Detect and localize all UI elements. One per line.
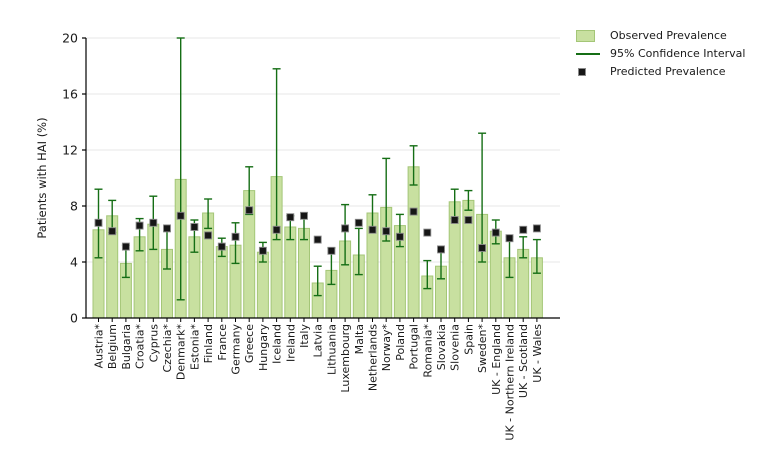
- legend-label-ci: 95% Confidence Interval: [610, 47, 746, 60]
- y-tick-label: 20: [62, 31, 78, 46]
- legend-item-ci: 95% Confidence Interval: [576, 45, 766, 62]
- predicted-marker-Netherlands: [368, 225, 377, 234]
- predicted-marker-Poland: [395, 232, 404, 241]
- x-tick-label: France: [216, 324, 229, 361]
- predicted-marker-Sweden*: [478, 244, 487, 252]
- y-tick-label: 4: [70, 255, 78, 270]
- x-tick-label: Bulgaria: [120, 324, 133, 370]
- bar-UK - Scotland: [517, 248, 530, 319]
- y-tick-label: 12: [62, 143, 78, 158]
- observed-prevalence-swatch-icon: [576, 29, 595, 42]
- x-tick-label: UK - Scotland: [517, 324, 530, 398]
- x-tick-label: Iceland: [271, 324, 284, 364]
- confidence-interval-line-icon: [576, 52, 600, 55]
- x-tick-label: Malta: [353, 324, 366, 354]
- predicted-marker-Czechia*: [163, 224, 171, 233]
- x-tick-label: Denmark*: [175, 324, 188, 381]
- x-tick-label: Cyprus: [147, 324, 160, 363]
- predicted-marker-Denmark*: [176, 211, 185, 220]
- x-tick-label: Austria*: [93, 324, 106, 369]
- legend-item-predicted: Predicted Prevalence: [576, 63, 766, 80]
- predicted-marker-Romania*: [423, 228, 432, 237]
- bar-France: [215, 246, 228, 319]
- legend-item-observed: Observed Prevalence: [576, 27, 766, 44]
- x-tick-label: Slovakia: [435, 324, 448, 370]
- predicted-marker-Italy: [300, 211, 308, 220]
- axis-tick-labels: Austria* Belgium Bulgaria Croatia* Cyprus Cze…: [62, 31, 544, 441]
- predicted-marker-Norway*: [382, 227, 391, 236]
- predicted-marker-Croatia*: [135, 221, 144, 230]
- confidence-interval-whiskers: [94, 37, 541, 301]
- predicted-marker-Portugal: [409, 207, 418, 216]
- predicted-marker-UK - Wales: [532, 224, 541, 233]
- x-tick-label: Slovenia: [449, 324, 462, 371]
- bar-Italy: [298, 227, 310, 319]
- predicted-marker-Malta: [354, 218, 363, 227]
- x-tick-label: Poland: [394, 324, 407, 361]
- predicted-prevalence-markers: [94, 206, 541, 255]
- predicted-marker-Lithuania: [327, 246, 336, 255]
- predicted-marker-Bulgaria: [121, 242, 130, 251]
- x-tick-label: Romania*: [421, 324, 434, 378]
- y-tick-label: 0: [70, 311, 78, 326]
- x-tick-label: Hungary: [257, 324, 270, 371]
- predicted-marker-Latvia: [313, 235, 322, 244]
- x-tick-label: Portugal: [408, 324, 421, 370]
- predicted-marker-Ireland: [286, 213, 295, 222]
- x-tick-label: Belgium: [106, 324, 119, 369]
- predicted-marker-Slovakia: [437, 245, 445, 254]
- predicted-marker-Belgium: [108, 227, 117, 236]
- predicted-marker-Greece: [245, 206, 254, 215]
- predicted-marker-UK - Scotland: [519, 225, 528, 234]
- axes: [82, 37, 560, 322]
- predicted-marker-Finland: [204, 231, 213, 240]
- x-tick-label: Sweden*: [476, 324, 489, 373]
- predicted-marker-Austria*: [94, 218, 103, 227]
- x-tick-label: Luxembourg: [339, 324, 352, 393]
- predicted-prevalence-square-icon: [578, 67, 586, 76]
- x-tick-label: Croatia*: [134, 324, 147, 370]
- predicted-marker-UK - England: [491, 228, 500, 237]
- predicted-marker-UK - Northern Ireland: [505, 234, 514, 243]
- x-tick-label: Finland: [202, 324, 215, 363]
- y-tick-label: 8: [70, 199, 78, 214]
- x-tick-label: Lithuania: [325, 324, 338, 375]
- x-tick-label: Czechia*: [161, 324, 174, 373]
- predicted-marker-Luxembourg: [341, 224, 350, 233]
- y-tick-label: 16: [62, 87, 78, 102]
- x-tick-label: Estonia*: [188, 324, 201, 370]
- x-tick-label: UK - England: [490, 324, 503, 395]
- predicted-marker-Cyprus: [149, 218, 158, 227]
- x-tick-label: Spain: [462, 324, 475, 355]
- x-tick-label: Norway*: [380, 324, 393, 372]
- predicted-marker-Hungary: [258, 246, 267, 255]
- x-tick-label: Netherlands: [367, 324, 380, 391]
- x-tick-label: Latvia: [312, 324, 325, 358]
- predicted-marker-Iceland: [272, 225, 281, 234]
- predicted-marker-France: [217, 242, 226, 251]
- chart-legend: Observed Prevalence 95% Confidence Inter…: [576, 27, 766, 81]
- x-tick-label: Greece: [243, 324, 256, 363]
- x-tick-label: Germany: [230, 324, 243, 375]
- x-tick-label: UK - Wales: [531, 324, 544, 383]
- predicted-marker-Estonia*: [190, 223, 199, 231]
- x-tick-label: Ireland: [284, 324, 297, 362]
- legend-label-observed: Observed Prevalence: [610, 29, 727, 42]
- predicted-marker-Slovenia: [450, 216, 459, 224]
- predicted-marker-Germany: [231, 232, 240, 241]
- predicted-marker-Spain: [464, 216, 473, 224]
- bar-Portugal: [407, 166, 420, 319]
- y-axis-title: Patients with HAI (%): [35, 117, 49, 238]
- legend-label-predicted: Predicted Prevalence: [610, 65, 726, 78]
- x-tick-label: UK - Northern Ireland: [504, 324, 517, 441]
- bar-Ireland: [284, 226, 297, 319]
- x-tick-label: Italy: [298, 324, 311, 348]
